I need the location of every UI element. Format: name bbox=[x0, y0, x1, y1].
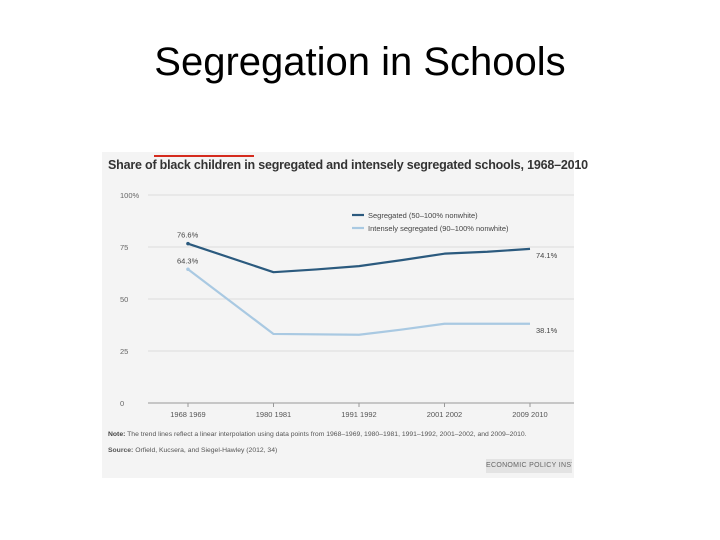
publisher-logo: ECONOMIC POLICY INSTITUTE bbox=[486, 459, 572, 473]
title-accent-bar bbox=[154, 155, 254, 157]
x-tick-label: 1968 1969 bbox=[170, 410, 205, 419]
series-start-label: 64.3% bbox=[177, 256, 199, 265]
y-tick-label: 100% bbox=[120, 191, 140, 200]
chart-panel bbox=[102, 152, 574, 478]
series-start-point bbox=[186, 241, 190, 246]
note-label: Note: bbox=[108, 431, 126, 438]
y-tick-label: 0 bbox=[120, 399, 124, 408]
slide-title: Segregation in Schools bbox=[154, 40, 566, 84]
y-tick-label: 50 bbox=[120, 295, 128, 304]
series-end-label: 74.1% bbox=[536, 251, 558, 260]
series-line-2 bbox=[187, 268, 530, 336]
series-start-point bbox=[186, 267, 190, 272]
x-tick-label: 1991 1992 bbox=[341, 410, 376, 419]
chart-note: Note: The trend lines reflect a linear i… bbox=[108, 431, 527, 438]
x-tick-label: 1980 1981 bbox=[256, 410, 291, 419]
y-tick-label: 75 bbox=[120, 243, 128, 252]
y-tick-label: 25 bbox=[120, 347, 128, 356]
legend-label: Intensely segregated (90–100% nonwhite) bbox=[368, 224, 509, 233]
series-start-label: 76.6% bbox=[177, 231, 199, 240]
source-text: Orfield, Kucsera, and Siegel-Hawley (201… bbox=[135, 447, 278, 454]
x-tick-label: 2001 2002 bbox=[427, 410, 462, 419]
legend-label: Segregated (50–100% nonwhite) bbox=[368, 211, 478, 220]
chart-title: Share of black children in segregated an… bbox=[108, 158, 588, 172]
x-tick-label: 2009 2010 bbox=[512, 410, 547, 419]
source-label: Source: bbox=[108, 447, 134, 454]
series-end-label: 38.1% bbox=[536, 326, 558, 335]
line-chart: 0 25 50 75 100% 1968 1969 1980 1981 1991 1992 20… bbox=[120, 191, 574, 419]
series-line-1 bbox=[187, 242, 531, 274]
chart-source: Source: Orfield, Kucsera, and Siegel-Haw… bbox=[108, 447, 277, 454]
note-text: The trend lines reflect a linear interpo… bbox=[127, 431, 527, 438]
